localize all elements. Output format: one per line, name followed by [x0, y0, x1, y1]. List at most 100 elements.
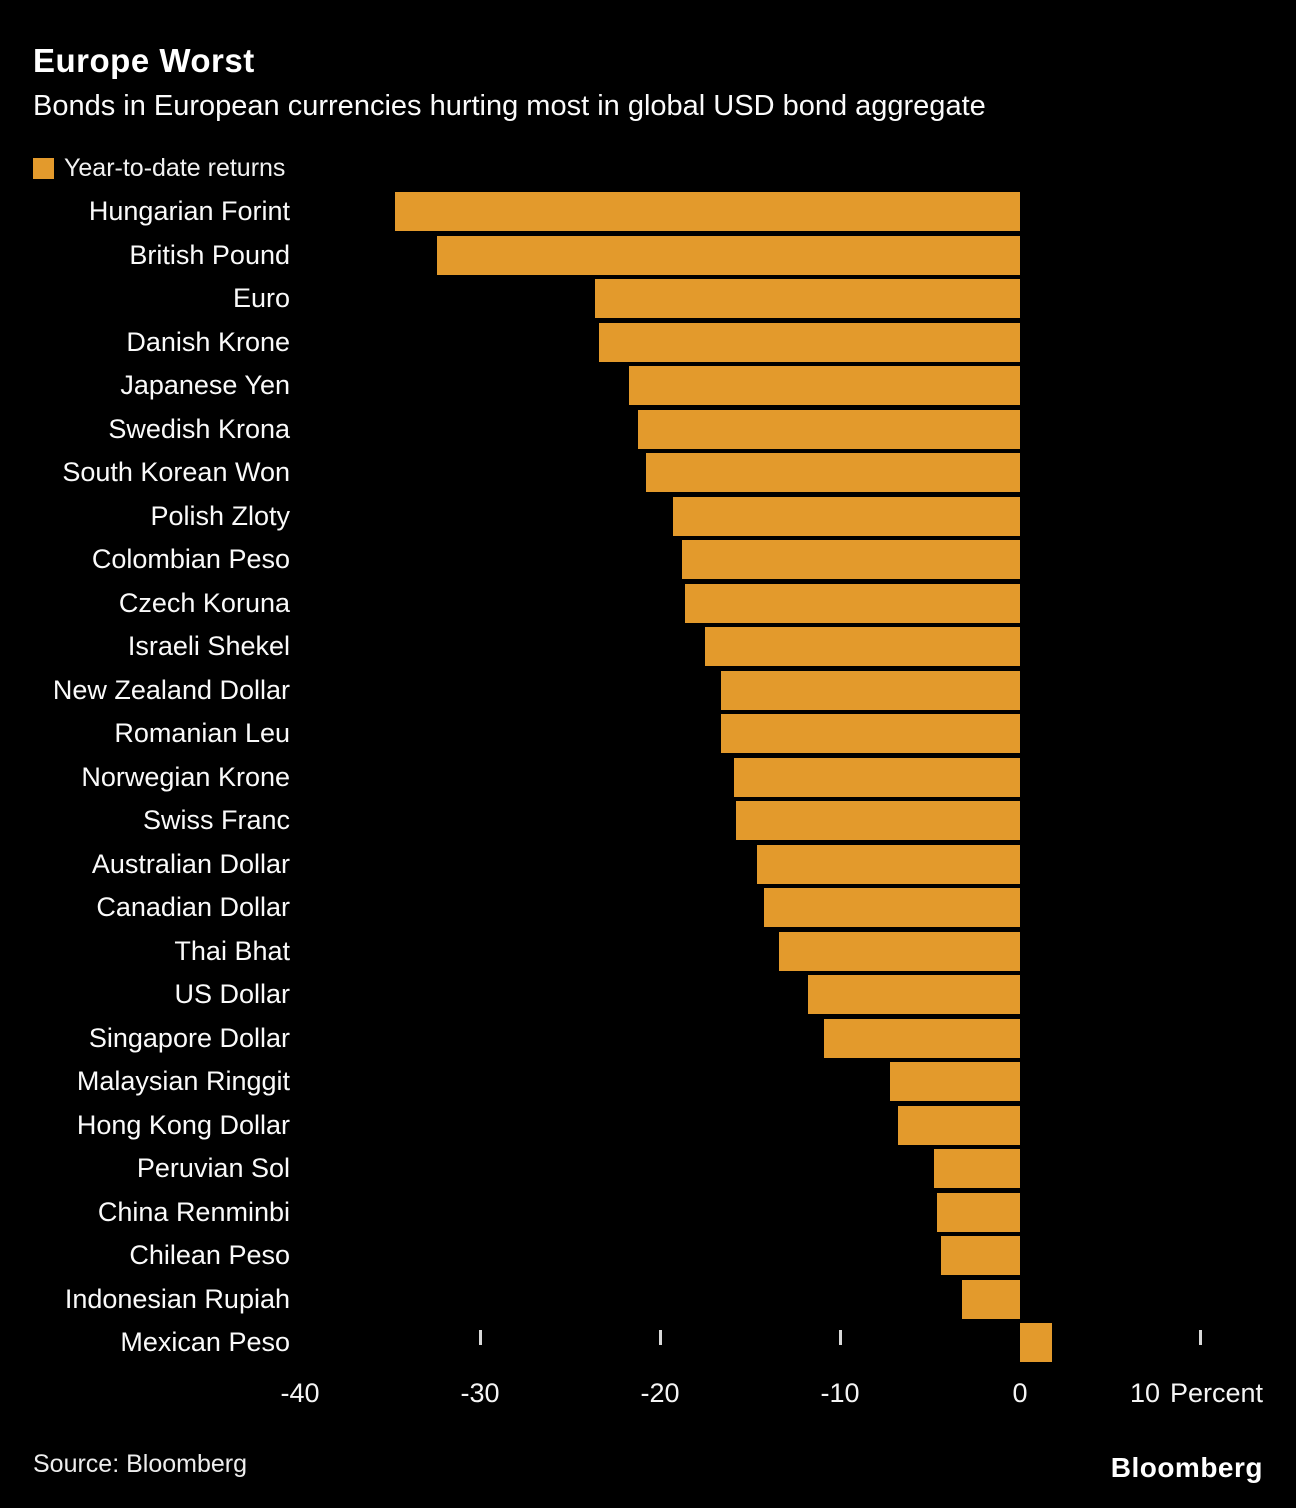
bar-row: Thai Bhat [0, 930, 1296, 974]
axis-tick [659, 1330, 662, 1345]
axis-tick-label: -10 [820, 1378, 860, 1408]
bar [890, 1062, 1020, 1102]
bar-row: Romanian Leu [0, 712, 1296, 756]
bar [778, 931, 1020, 971]
bar-row: Swedish Krona [0, 408, 1296, 452]
bar-row: Swiss Franc [0, 799, 1296, 843]
category-label: Malaysian Ringgit [76, 1066, 290, 1096]
bar [595, 279, 1020, 319]
bar [757, 844, 1020, 884]
axis-tick [479, 1330, 482, 1345]
axis-tick [839, 1330, 842, 1345]
bar-row: Czech Koruna [0, 582, 1296, 626]
axis-tick-label: -40 [280, 1378, 320, 1408]
bar [705, 627, 1020, 667]
bar [721, 714, 1020, 754]
legend-swatch-icon [33, 158, 54, 179]
bar-row: Singapore Dollar [0, 1017, 1296, 1061]
bar-row: South Korean Won [0, 451, 1296, 495]
bar-row: Euro [0, 277, 1296, 321]
bar [598, 322, 1020, 362]
bar-row: Peruvian Sol [0, 1147, 1296, 1191]
category-label: Swiss Franc [142, 805, 290, 835]
category-label: Peruvian Sol [136, 1153, 290, 1183]
bar [395, 192, 1020, 232]
category-label: New Zealand Dollar [52, 674, 290, 705]
bar-row: Chilean Peso [0, 1234, 1296, 1278]
category-label: Mexican Peso [120, 1327, 290, 1357]
axis-tick-label: -30 [460, 1378, 500, 1408]
bar-row: New Zealand Dollar [0, 669, 1296, 713]
bloomberg-logo: Bloomberg [1110, 1452, 1263, 1483]
bar [933, 1149, 1020, 1189]
category-label: Hungarian Forint [88, 196, 290, 226]
bar [672, 496, 1020, 536]
bar-row: Mexican Peso [0, 1321, 1296, 1365]
category-label: Norwegian Krone [81, 761, 290, 792]
bar-row: British Pound [0, 234, 1296, 278]
bar [721, 670, 1020, 710]
legend: Year-to-date returns [33, 154, 285, 183]
bar [629, 366, 1020, 406]
category-label: Czech Koruna [118, 587, 290, 618]
category-label: Romanian Leu [114, 718, 290, 748]
bar-row: Canadian Dollar [0, 886, 1296, 930]
axis-tick-label: -20 [640, 1378, 680, 1408]
category-label: British Pound [129, 239, 290, 270]
bar [937, 1192, 1020, 1232]
bar-row: Japanese Yen [0, 364, 1296, 408]
bar [940, 1236, 1020, 1276]
bar-row: Polish Zloty [0, 495, 1296, 539]
category-label: Indonesian Rupiah [64, 1283, 290, 1314]
category-label: Japanese Yen [120, 370, 290, 400]
bar [1020, 1323, 1053, 1363]
bar-row: Indonesian Rupiah [0, 1278, 1296, 1322]
bar-row: Colombian Peso [0, 538, 1296, 582]
axis-unit-label: Percent [1170, 1378, 1264, 1408]
bar-row: Australian Dollar [0, 843, 1296, 887]
category-label: Colombian Peso [91, 544, 290, 574]
bar [897, 1105, 1020, 1145]
bar-row: Norwegian Krone [0, 756, 1296, 800]
category-label: Chilean Peso [129, 1240, 290, 1270]
category-label: South Korean Won [62, 457, 290, 487]
bar-row: Hungarian Forint [0, 190, 1296, 234]
category-label: Israeli Shekel [127, 631, 290, 661]
bar [823, 1018, 1020, 1058]
chart-subtitle: Bonds in European currencies hurting mos… [33, 90, 986, 122]
axis-tick [1199, 1330, 1202, 1345]
bar [436, 235, 1020, 275]
axis-tick-label: 0 [1012, 1378, 1028, 1408]
bar-row: Malaysian Ringgit [0, 1060, 1296, 1104]
bar [681, 540, 1020, 580]
category-label: Euro [232, 283, 290, 313]
bar [733, 757, 1020, 797]
category-label: US Dollar [174, 979, 290, 1009]
category-label: Polish Zloty [150, 500, 290, 531]
source-note: Source: Bloomberg [33, 1450, 248, 1478]
bar-row: China Renminbi [0, 1191, 1296, 1235]
bar [962, 1279, 1020, 1319]
category-label: Hong Kong Dollar [76, 1109, 290, 1140]
bar-row: Israeli Shekel [0, 625, 1296, 669]
bar [807, 975, 1020, 1015]
category-label: Thai Bhat [174, 935, 290, 966]
bar [645, 453, 1020, 493]
category-label: Danish Krone [126, 326, 290, 357]
bar [685, 583, 1020, 623]
bar-row: Hong Kong Dollar [0, 1104, 1296, 1148]
category-label: China Renminbi [97, 1196, 290, 1227]
legend-label: Year-to-date returns [64, 154, 286, 182]
category-label: Canadian Dollar [96, 892, 290, 922]
bar-row: Danish Krone [0, 321, 1296, 365]
bar-row: US Dollar [0, 973, 1296, 1017]
axis-tick-label: 10 [1129, 1378, 1161, 1408]
bar [638, 409, 1020, 449]
category-label: Swedish Krona [108, 413, 290, 444]
category-label: Singapore Dollar [88, 1022, 290, 1053]
chart-title: Europe Worst [33, 42, 255, 79]
bar [764, 888, 1020, 928]
bar [735, 801, 1020, 841]
category-label: Australian Dollar [91, 848, 290, 879]
